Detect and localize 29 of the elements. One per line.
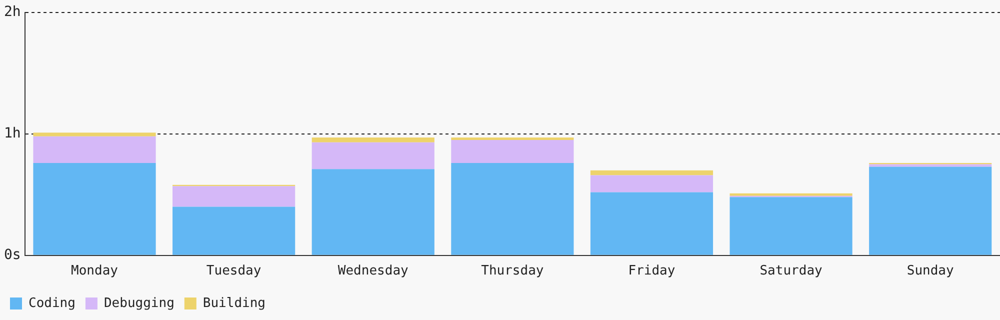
legend-label: Building	[202, 296, 266, 311]
bar	[590, 170, 714, 176]
x-tick-label: Tuesday	[206, 264, 262, 279]
x-tick-label: Monday	[71, 264, 118, 279]
bar	[33, 163, 156, 255]
bar	[312, 169, 434, 255]
bar	[730, 197, 852, 255]
bar	[730, 193, 852, 196]
legend-label: Debugging	[104, 296, 174, 311]
y-tick-label: 2h	[4, 4, 21, 20]
bar	[451, 163, 574, 255]
x-tick-label: Wednesday	[338, 264, 409, 279]
bar	[590, 175, 714, 192]
y-tick-label: 1h	[4, 126, 21, 142]
bar	[33, 136, 156, 164]
x-tick-label: Thursday	[481, 264, 544, 279]
legend-label: Coding	[28, 296, 76, 311]
y-tick-label: 0s	[4, 247, 21, 264]
bar	[312, 142, 434, 170]
bar	[590, 192, 714, 255]
x-tick-label: Saturday	[760, 264, 823, 279]
bar	[33, 132, 156, 136]
bar	[172, 206, 296, 255]
bar	[869, 166, 992, 255]
x-tick-label: Sunday	[906, 264, 954, 279]
x-tick-label: Friday	[628, 264, 676, 279]
bar	[172, 186, 296, 207]
bar	[451, 140, 574, 164]
bar	[312, 138, 434, 142]
